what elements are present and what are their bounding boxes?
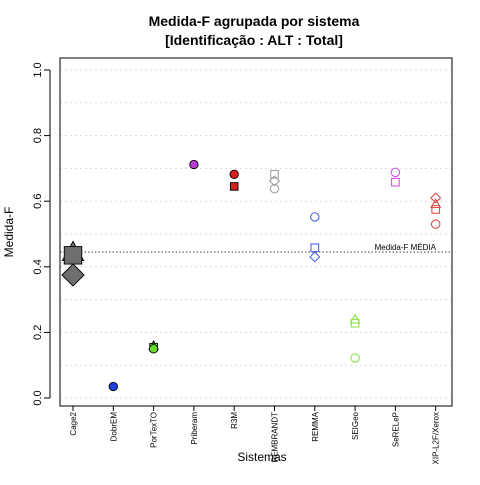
data-point <box>391 177 400 187</box>
data-point <box>270 169 279 179</box>
data-point <box>229 182 239 191</box>
x-tick-label: SEIGeo <box>351 411 360 440</box>
y-tick-label: 0.4 <box>32 259 44 274</box>
data-point <box>430 198 442 209</box>
x-axis-title: Sistemas <box>237 450 286 464</box>
data-point <box>63 246 83 265</box>
y-tick-label: 0.0 <box>32 390 44 405</box>
y-axis-title: Medida-F <box>2 207 16 258</box>
chart-subtitle: [Identificação : ALT : Total] <box>165 32 343 48</box>
x-tick-label: SeRELeP <box>391 412 400 447</box>
y-axis: 0.0 0.2 0.4 0.6 0.8 1.0 <box>32 62 51 406</box>
y-tick-label: 0.6 <box>32 194 44 209</box>
data-point <box>189 159 199 170</box>
y-tick-label: 0.2 <box>32 325 44 340</box>
x-tick-label: XIP-L2F/Xerox <box>432 412 441 464</box>
x-axis: Cage2 DobrEM PorTexTO Priberam R3M REMBRANDT R… <box>69 405 441 464</box>
data-point <box>430 192 442 204</box>
chart-title: Medida-F agrupada por sistema <box>149 13 360 29</box>
data-point <box>309 251 321 263</box>
data-point <box>108 381 118 392</box>
reference-line-group: Medida-F MÉDIA <box>60 243 452 253</box>
data-point <box>350 318 360 328</box>
data-point <box>350 353 360 363</box>
x-tick-label: R3M <box>230 412 239 429</box>
data-point <box>61 263 85 287</box>
y-tick-label: 0.8 <box>32 128 44 143</box>
data-point <box>268 175 281 187</box>
x-tick-label: Cage2 <box>69 411 78 435</box>
x-tick-label: PorTexTO <box>150 412 159 448</box>
data-point <box>148 344 159 354</box>
x-tick-label: REMBRANDT <box>271 412 280 463</box>
data-point <box>269 183 280 194</box>
data-point <box>229 169 239 179</box>
data-point <box>431 205 441 214</box>
data-point <box>349 313 361 324</box>
x-tick-label: REMMA <box>311 411 320 441</box>
data-point <box>430 219 441 229</box>
x-tick-label: DobrEM <box>109 412 118 442</box>
data-points <box>61 159 442 392</box>
gridlines <box>60 69 452 399</box>
x-tick-label: Priberam <box>190 412 199 445</box>
data-point <box>310 212 320 222</box>
data-point <box>390 167 401 178</box>
y-tick-label: 1.0 <box>32 62 44 77</box>
reference-line-label: Medida-F MÉDIA <box>375 243 437 252</box>
